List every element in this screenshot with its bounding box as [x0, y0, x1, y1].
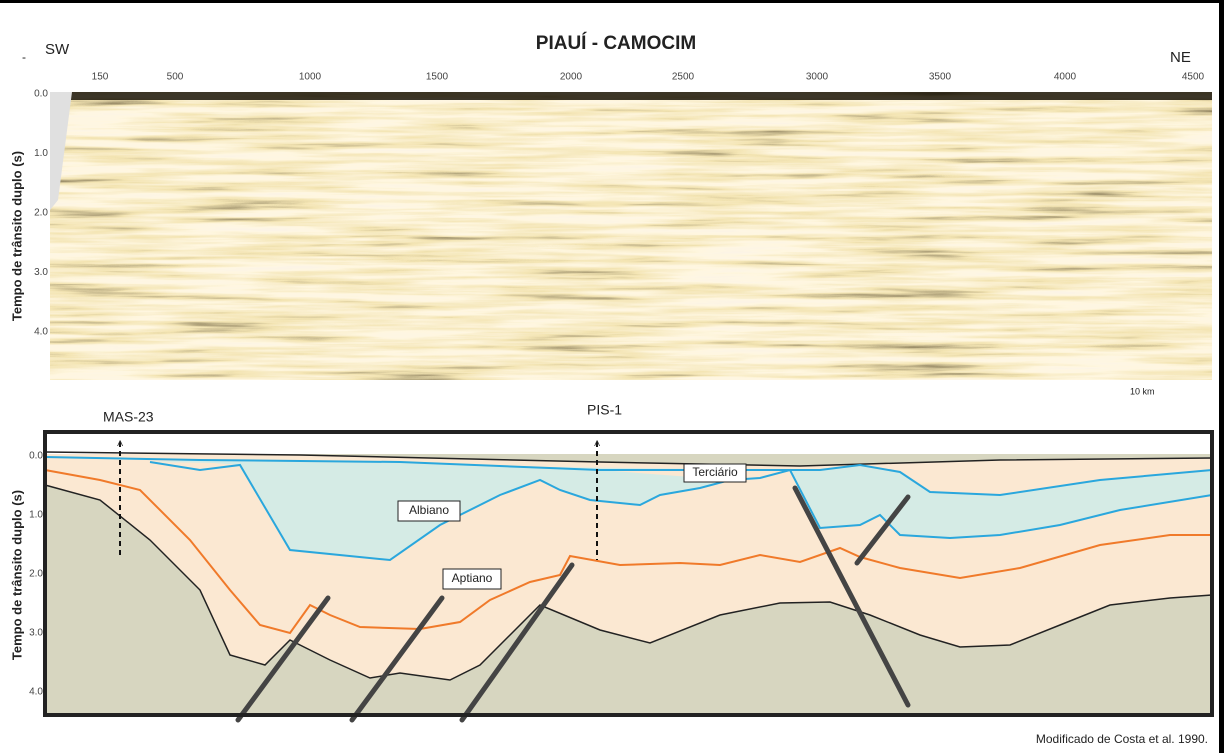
y-tick-label: 1.0 [34, 148, 48, 159]
x-tick-label: 2000 [560, 72, 583, 83]
right-border [1219, 0, 1224, 753]
y-tick-label: 2.0 [29, 569, 43, 580]
x-tick-label: 1000 [299, 72, 322, 83]
x-tick-label: 3000 [806, 72, 829, 83]
well-label: PIS-1 [587, 402, 622, 418]
sw-label: SW [45, 41, 70, 58]
top-border [0, 0, 1224, 3]
ne-label: NE [1170, 49, 1191, 66]
seismic-image [50, 92, 1212, 380]
y-tick-label: 3.0 [34, 267, 48, 278]
scale-label: 10 km [1130, 386, 1155, 396]
x-tick-label: 2500 [672, 72, 695, 83]
figure: PIAUÍ - CAMOCIM - SW NE 150 500 1000 1500 20… [0, 0, 1224, 753]
dash: - [22, 50, 26, 64]
section: ⩚ ⩚ Terciário Albiano Aptiano [45, 432, 1212, 720]
unit-label: Terciário [692, 465, 738, 479]
unit-label: Aptiano [452, 571, 493, 585]
credit: Modificado de Costa et al. 1990. [1036, 732, 1208, 746]
y-tick-label: 4.0 [29, 687, 43, 698]
y-tick-label: 3.0 [29, 628, 43, 639]
y-axis-label: Tempo de trânsito duplo (s) [9, 490, 24, 660]
x-tick-label: 3500 [929, 72, 952, 83]
y-tick-label: 1.0 [29, 510, 43, 521]
unit-label: Albiano [409, 503, 449, 517]
x-tick-label: 1500 [426, 72, 449, 83]
y-tick-label: 2.0 [34, 208, 48, 219]
y-axis-label: Tempo de trânsito duplo (s) [9, 151, 24, 321]
y-tick-label: 4.0 [34, 327, 48, 338]
well-label: MAS-23 [103, 409, 154, 425]
sky [45, 432, 1212, 454]
y-tick-label: 0.0 [34, 89, 48, 100]
well-symbol: ⩚ [594, 437, 600, 449]
x-tick-label: 4500 [1182, 72, 1205, 83]
well-symbol: ⩚ [117, 437, 123, 449]
title: PIAUÍ - CAMOCIM [536, 32, 696, 54]
seismic-top-band [50, 92, 1212, 100]
y-tick-label: 0.0 [29, 451, 43, 462]
x-tick-label: 4000 [1054, 72, 1077, 83]
x-tick-label: 500 [167, 72, 184, 83]
x-tick-label: 150 [92, 72, 109, 83]
